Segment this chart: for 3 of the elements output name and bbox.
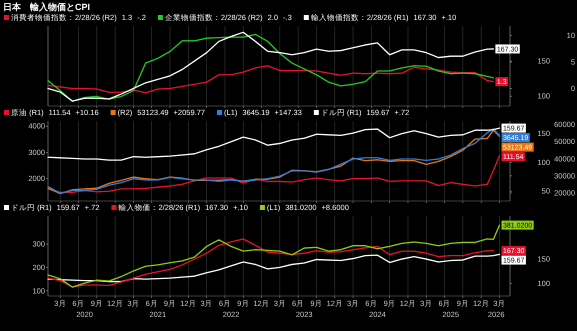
line-series: [47, 238, 494, 288]
line-series: [47, 254, 500, 282]
chart-title: 日本 輸入物価とCPI: [3, 2, 90, 12]
